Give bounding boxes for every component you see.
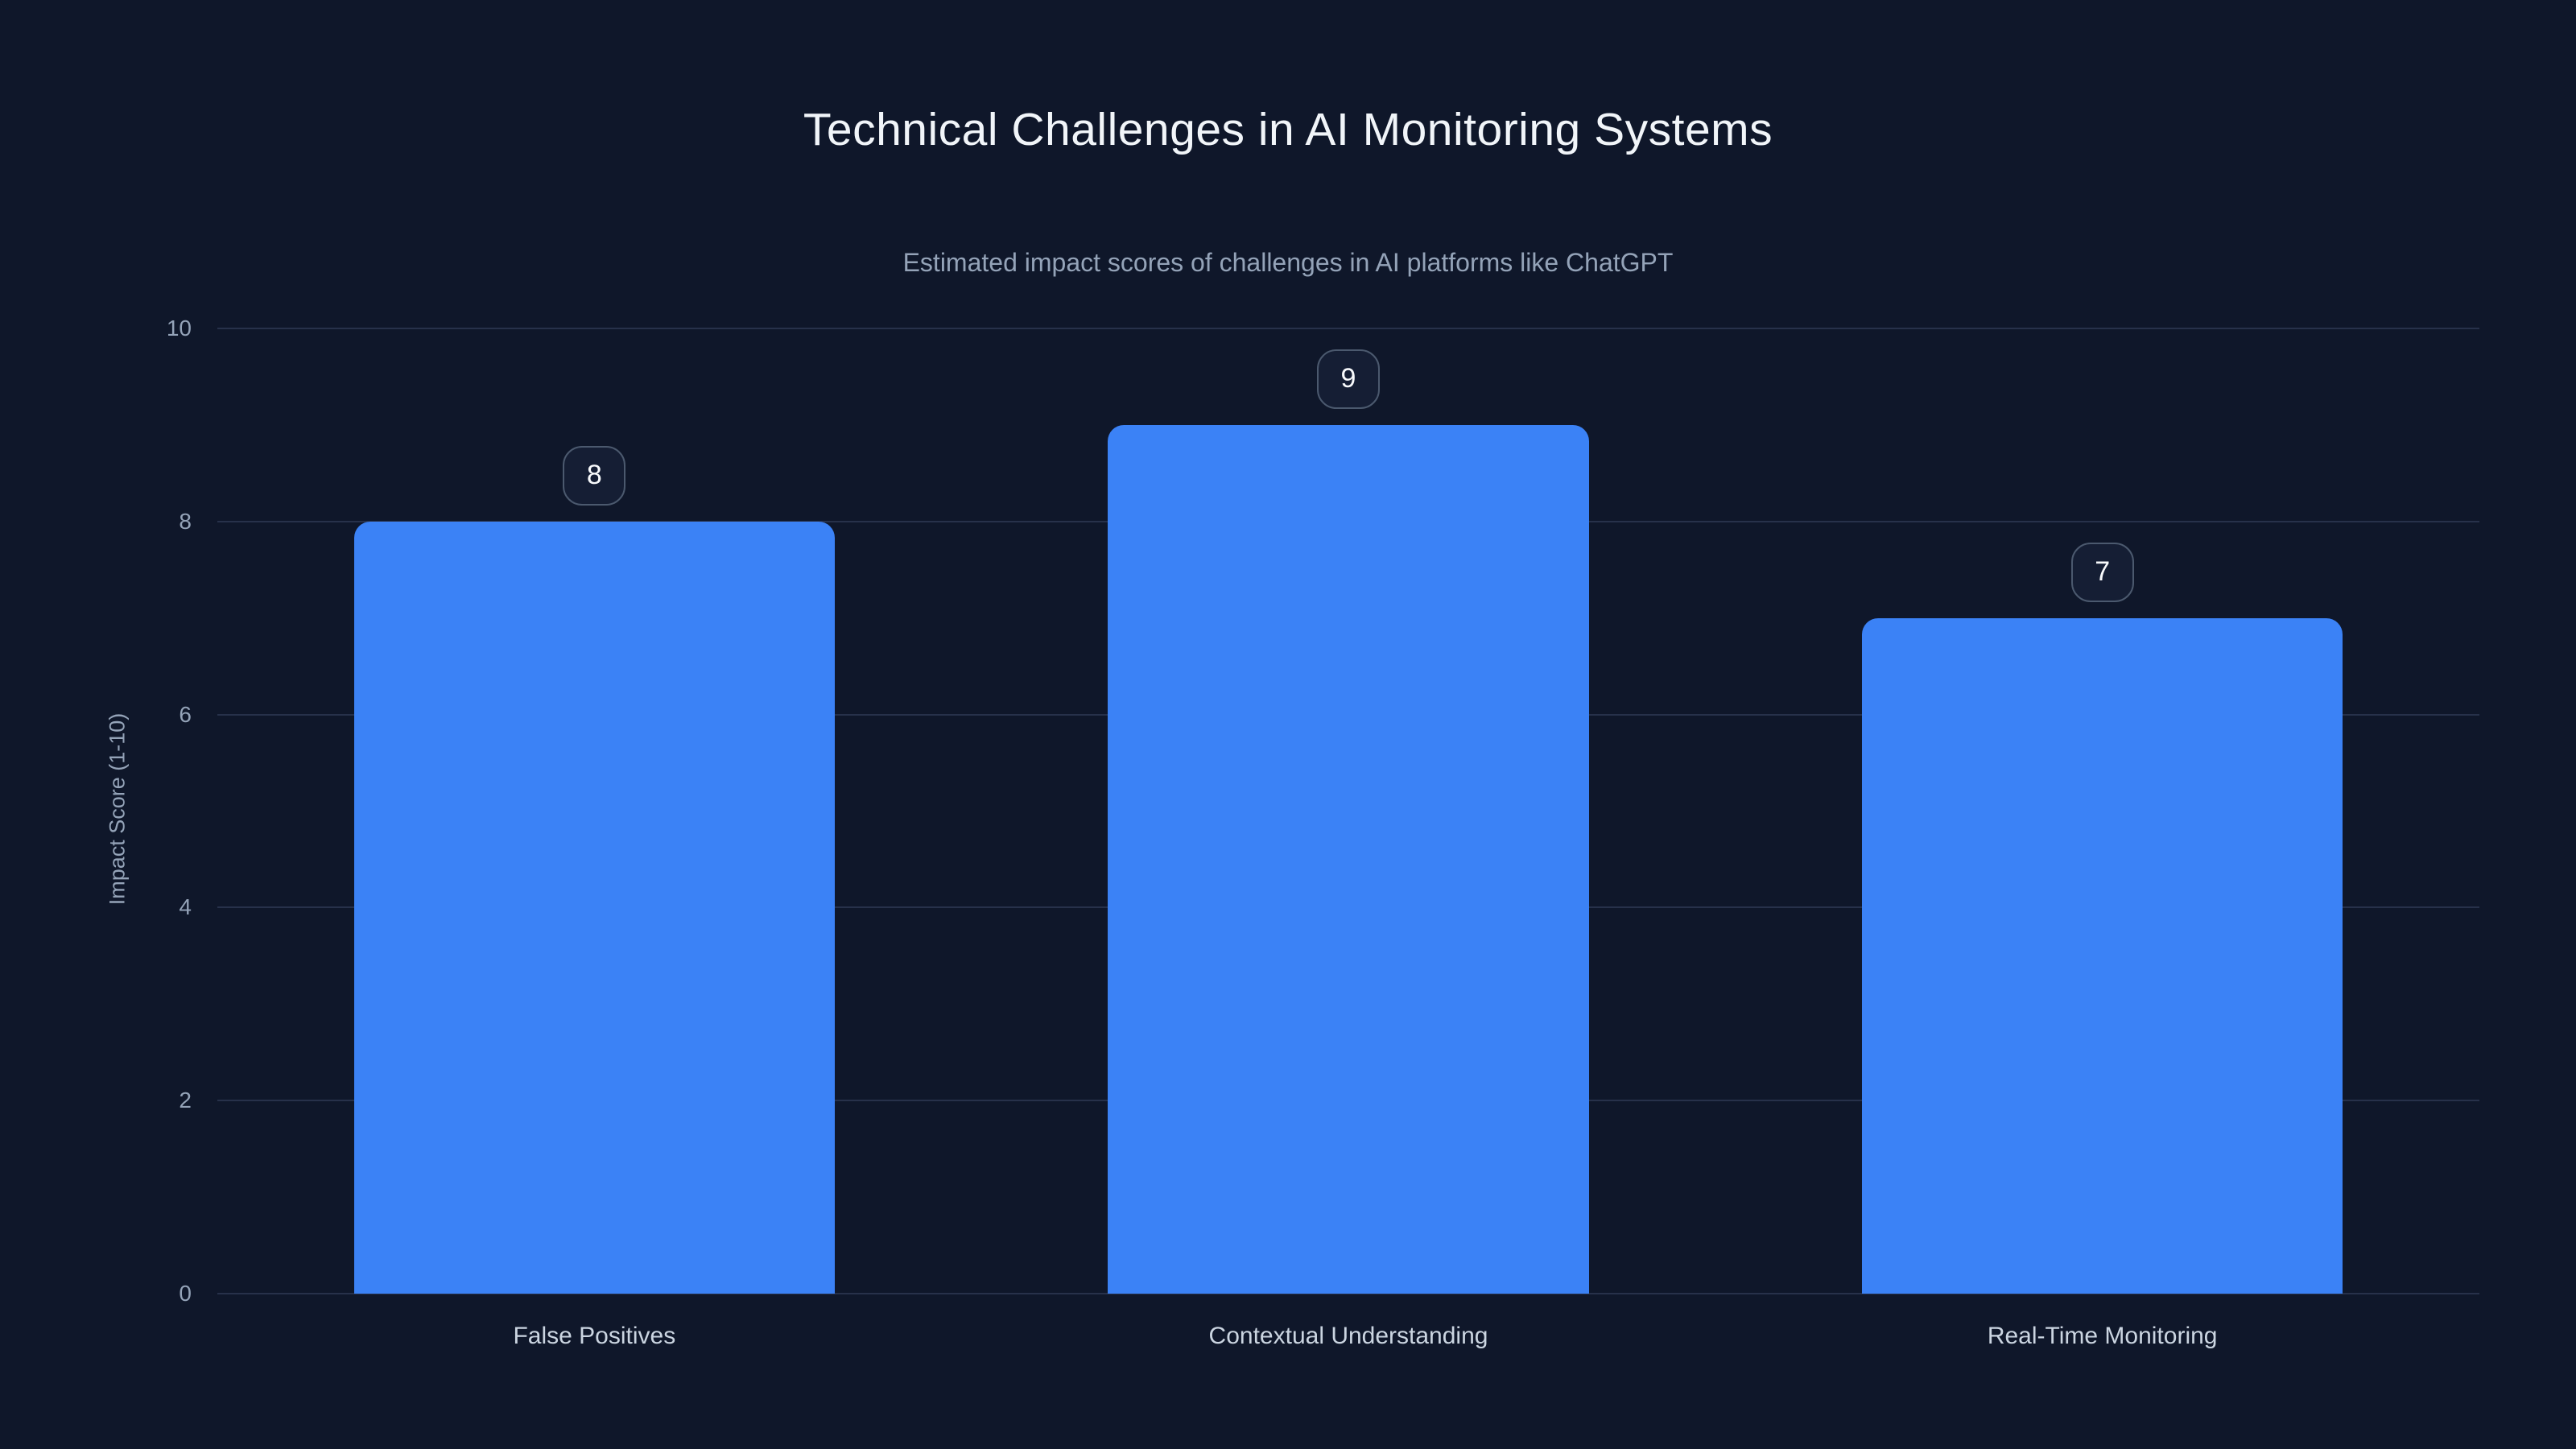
plot-area: 0 2 4 6 8 10 8 False Positives 9 Contextual Under…	[167, 317, 2479, 1349]
category-label: Contextual Understanding	[1208, 1323, 1488, 1349]
bar-contextual-understanding	[1108, 424, 1589, 1294]
chart-title: Technical Challenges in AI Monitoring Sy…	[803, 104, 1773, 155]
gridline	[217, 328, 2479, 329]
value-badge: 7	[2070, 542, 2134, 602]
bar-real-time-monitoring	[1862, 617, 2343, 1294]
value-badge: 8	[563, 445, 626, 506]
category-label: False Positives	[513, 1323, 676, 1349]
value-badge: 9	[1317, 349, 1380, 409]
bar-false-positives	[353, 521, 835, 1294]
y-axis-title: Impact Score (1-10)	[105, 712, 130, 906]
chart-subtitle: Estimated impact scores of challenges in…	[902, 248, 1674, 277]
category-label: Real-Time Monitoring	[1987, 1323, 2218, 1349]
gridline	[217, 1293, 2479, 1294]
